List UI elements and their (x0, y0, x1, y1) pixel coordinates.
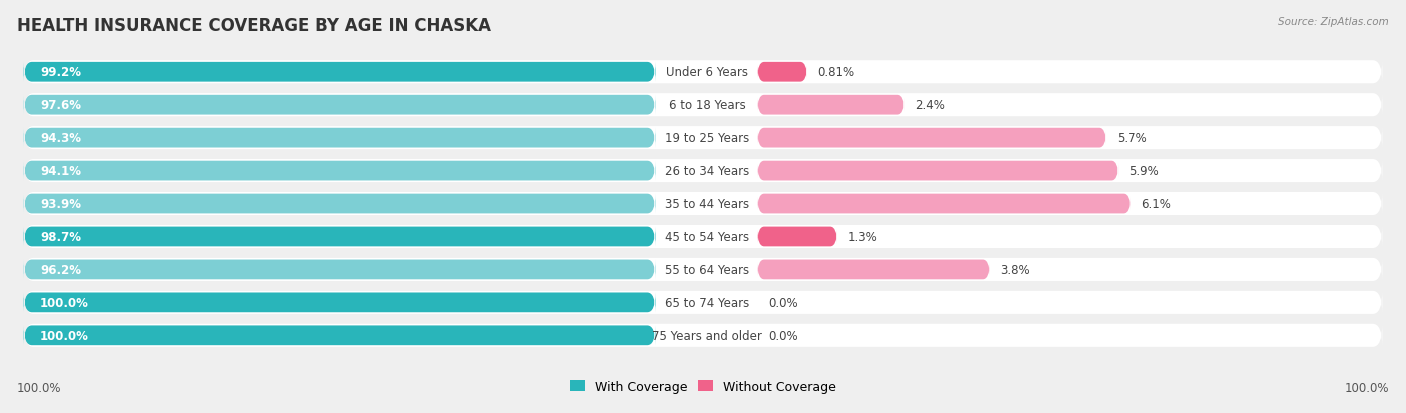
Text: 6.1%: 6.1% (1142, 197, 1171, 211)
Text: 26 to 34 Years: 26 to 34 Years (665, 165, 749, 178)
Text: 0.0%: 0.0% (768, 329, 797, 342)
Legend: With Coverage, Without Coverage: With Coverage, Without Coverage (565, 375, 841, 398)
FancyBboxPatch shape (659, 293, 755, 313)
FancyBboxPatch shape (24, 161, 655, 181)
FancyBboxPatch shape (24, 63, 655, 83)
Text: 100.0%: 100.0% (39, 296, 89, 309)
Text: 0.81%: 0.81% (818, 66, 855, 79)
FancyBboxPatch shape (758, 227, 837, 247)
Text: 94.3%: 94.3% (39, 132, 82, 145)
Text: 98.7%: 98.7% (39, 230, 82, 243)
Text: 55 to 64 Years: 55 to 64 Years (665, 263, 749, 276)
FancyBboxPatch shape (659, 95, 755, 115)
Text: 0.0%: 0.0% (768, 296, 797, 309)
FancyBboxPatch shape (659, 260, 755, 280)
FancyBboxPatch shape (24, 127, 1382, 150)
FancyBboxPatch shape (659, 194, 755, 214)
Text: 97.6%: 97.6% (39, 99, 82, 112)
FancyBboxPatch shape (24, 324, 1382, 347)
FancyBboxPatch shape (758, 161, 1118, 181)
FancyBboxPatch shape (24, 260, 655, 280)
FancyBboxPatch shape (24, 258, 1382, 281)
Text: 75 Years and older: 75 Years and older (652, 329, 762, 342)
Text: 19 to 25 Years: 19 to 25 Years (665, 132, 749, 145)
Text: 94.1%: 94.1% (39, 165, 82, 178)
FancyBboxPatch shape (758, 63, 807, 83)
FancyBboxPatch shape (24, 291, 1382, 314)
FancyBboxPatch shape (24, 192, 1382, 216)
FancyBboxPatch shape (659, 325, 755, 345)
Text: 45 to 54 Years: 45 to 54 Years (665, 230, 749, 243)
FancyBboxPatch shape (24, 94, 1382, 117)
Text: 1.3%: 1.3% (848, 230, 877, 243)
Text: 99.2%: 99.2% (39, 66, 82, 79)
Text: HEALTH INSURANCE COVERAGE BY AGE IN CHASKA: HEALTH INSURANCE COVERAGE BY AGE IN CHAS… (17, 17, 491, 34)
FancyBboxPatch shape (659, 128, 755, 148)
Text: Under 6 Years: Under 6 Years (666, 66, 748, 79)
Text: 6 to 18 Years: 6 to 18 Years (669, 99, 745, 112)
Text: 100.0%: 100.0% (39, 329, 89, 342)
FancyBboxPatch shape (659, 227, 755, 247)
FancyBboxPatch shape (24, 61, 1382, 84)
FancyBboxPatch shape (659, 161, 755, 181)
FancyBboxPatch shape (24, 293, 655, 313)
FancyBboxPatch shape (24, 325, 655, 345)
Text: 5.9%: 5.9% (1129, 165, 1159, 178)
FancyBboxPatch shape (758, 128, 1107, 148)
FancyBboxPatch shape (24, 227, 655, 247)
FancyBboxPatch shape (758, 194, 1130, 214)
Text: 65 to 74 Years: 65 to 74 Years (665, 296, 749, 309)
Text: 100.0%: 100.0% (17, 382, 62, 394)
FancyBboxPatch shape (24, 160, 1382, 183)
FancyBboxPatch shape (758, 260, 990, 280)
FancyBboxPatch shape (758, 95, 904, 115)
FancyBboxPatch shape (659, 63, 755, 83)
Text: Source: ZipAtlas.com: Source: ZipAtlas.com (1278, 17, 1389, 26)
Text: 100.0%: 100.0% (1344, 382, 1389, 394)
Text: 5.7%: 5.7% (1116, 132, 1146, 145)
Text: 3.8%: 3.8% (1001, 263, 1031, 276)
Text: 96.2%: 96.2% (39, 263, 82, 276)
FancyBboxPatch shape (24, 225, 1382, 248)
FancyBboxPatch shape (24, 194, 655, 214)
Text: 93.9%: 93.9% (39, 197, 82, 211)
Text: 35 to 44 Years: 35 to 44 Years (665, 197, 749, 211)
FancyBboxPatch shape (24, 95, 655, 115)
Text: 2.4%: 2.4% (915, 99, 945, 112)
FancyBboxPatch shape (24, 128, 655, 148)
